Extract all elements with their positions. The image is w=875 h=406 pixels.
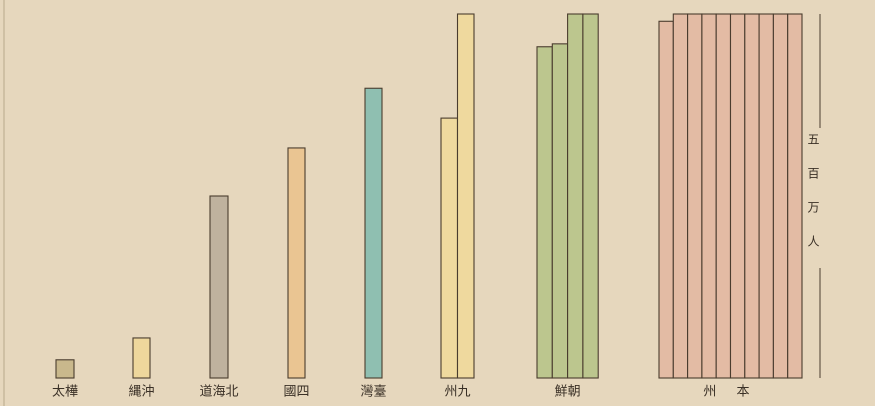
bar-column (744, 13, 760, 379)
bar-column (536, 46, 553, 379)
bar-column (364, 87, 383, 379)
category-label: 州九 (444, 385, 470, 400)
bar-column (440, 117, 459, 379)
bar-column (551, 43, 569, 379)
bar-column (729, 13, 746, 379)
bar-column (287, 147, 306, 379)
bar-column (567, 13, 584, 379)
bar-column (758, 13, 774, 379)
bar-column (658, 20, 674, 379)
category-label: 道海北 (199, 385, 238, 400)
bar-column (55, 359, 75, 379)
scale-label-bg (806, 128, 826, 268)
bar-column (701, 13, 717, 379)
bar-column (687, 13, 703, 379)
bar-column (456, 13, 475, 379)
scale-label: 五百万人 (806, 133, 820, 269)
category-label: 縄沖 (128, 385, 154, 400)
bar-column (132, 337, 151, 379)
bar-column (787, 13, 803, 379)
category-label: 太樺 (52, 385, 78, 400)
category-label: 鮮朝 (555, 385, 581, 400)
category-label: 州 本 (703, 385, 757, 400)
bar-column (672, 13, 689, 379)
bar-column (582, 13, 599, 379)
bar-column (772, 13, 789, 379)
bar-column (209, 195, 229, 379)
category-label: 國四 (283, 385, 309, 400)
category-label: 灣臺 (360, 385, 386, 400)
bar-column (715, 13, 732, 379)
